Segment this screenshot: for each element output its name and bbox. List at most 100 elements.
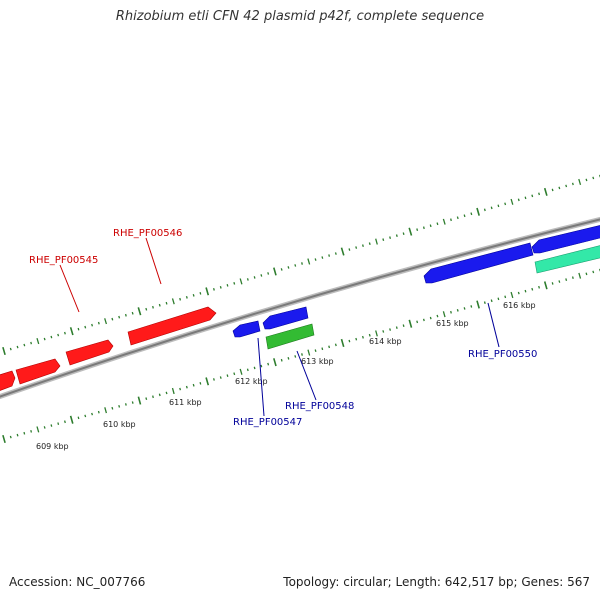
scale-tick <box>408 319 413 328</box>
gene-arrow[interactable] <box>127 306 217 346</box>
scale-tick <box>30 430 33 433</box>
scale-tick <box>422 226 425 230</box>
scale-tick <box>551 282 554 285</box>
scale-tick <box>571 182 574 186</box>
scale-tick <box>233 282 236 285</box>
scale-tick <box>368 333 371 337</box>
gene-label[interactable]: RHE_PF00545 <box>29 255 98 266</box>
scale-tick <box>490 206 493 210</box>
scale-tick <box>124 403 127 406</box>
gene-label[interactable]: RHE_PF00548 <box>285 401 354 412</box>
scale-tick <box>565 184 568 188</box>
scale-tick <box>355 246 358 249</box>
scale-labels: 609 kbp 610 kbp 611 kbp 612 kbp 613 kbp … <box>36 301 536 451</box>
scale-tick <box>368 242 371 245</box>
gene-label[interactable]: RHE_PF00547 <box>233 417 302 428</box>
gene-arrow[interactable] <box>15 358 61 385</box>
scale-tick <box>185 296 188 299</box>
scale-tick <box>246 368 249 372</box>
scale-tick <box>450 310 452 314</box>
scale-tick <box>408 227 413 236</box>
gene-arrow[interactable] <box>232 320 261 338</box>
leader-line <box>487 302 500 348</box>
gene-label[interactable]: RHE_PF00550 <box>468 349 537 360</box>
scale-tick <box>111 406 114 410</box>
scale-tick <box>280 358 283 362</box>
accession-text: Accession: NC_007766 <box>9 575 146 589</box>
scale-tick <box>287 357 290 360</box>
teal-gene-block[interactable] <box>534 245 600 274</box>
scale-tick <box>524 196 527 200</box>
scale-tick <box>212 288 215 291</box>
gene-arrow[interactable] <box>262 306 309 330</box>
lower-tick-row <box>2 268 600 444</box>
scale-tick <box>321 347 324 351</box>
gene-label[interactable]: RHE_PF00546 <box>113 228 182 239</box>
gene-arrow[interactable] <box>65 339 114 366</box>
scale-tick <box>158 393 161 397</box>
scale-tick <box>118 405 121 408</box>
scale-tick <box>382 330 385 333</box>
scale-tick <box>2 434 6 444</box>
scale-tick <box>531 194 534 198</box>
scale-tick <box>253 276 256 279</box>
scale-tick <box>442 218 446 225</box>
scale-tick <box>212 378 215 381</box>
scale-tick <box>436 222 439 226</box>
scale-tick <box>165 391 168 395</box>
scale-tick <box>145 397 148 400</box>
scale-tick <box>442 311 446 318</box>
scale-tick <box>571 276 574 279</box>
scale-tick <box>137 307 142 316</box>
scale-tick <box>84 414 87 418</box>
scale-tick <box>510 291 514 299</box>
scale-tick <box>205 287 210 296</box>
scale-tick <box>483 301 486 304</box>
scale-tick <box>592 176 595 180</box>
scale-tick <box>558 280 561 283</box>
scale-tick <box>124 313 127 317</box>
scale-tick <box>361 244 364 247</box>
scale-tick <box>348 248 351 251</box>
gene-label-group: RHE_PF00545 RHE_PF00546 RHE_PF00547 RHE_… <box>29 228 537 428</box>
green-gene-block[interactable] <box>265 323 315 350</box>
gene-arrow[interactable] <box>531 225 600 254</box>
scale-tick <box>483 208 486 212</box>
scale-tick <box>395 234 398 237</box>
scale-tick <box>314 349 317 352</box>
scale-tick <box>334 343 337 347</box>
scale-tick <box>77 327 80 331</box>
scale-tick <box>436 314 439 318</box>
scale-tick <box>490 299 493 303</box>
scale-tick <box>226 374 229 377</box>
scale-tick <box>592 270 595 274</box>
scale-tick <box>543 187 548 196</box>
leader-line <box>257 337 265 417</box>
scale-label: 613 kbp <box>301 357 334 366</box>
scale-tick <box>348 339 351 343</box>
scale-label: 609 kbp <box>36 442 69 451</box>
scale-tick <box>355 337 358 341</box>
scale-tick <box>301 353 303 356</box>
sequence-backbone-edge <box>0 218 600 398</box>
scale-tick <box>23 431 26 435</box>
scale-tick <box>497 297 500 301</box>
scale-tick <box>192 294 195 297</box>
scale-tick <box>253 366 256 370</box>
scale-tick <box>578 178 582 185</box>
forward-strand-genes <box>0 306 217 392</box>
upper-tick-row <box>2 174 600 356</box>
scale-tick <box>328 254 331 257</box>
scale-tick <box>104 318 108 325</box>
gene-arrow[interactable] <box>423 242 534 284</box>
scale-tick <box>152 305 154 309</box>
scale-tick <box>294 355 297 358</box>
scale-tick <box>9 435 12 439</box>
scale-tick <box>9 347 12 351</box>
scale-tick <box>233 372 236 376</box>
scale-tick <box>375 330 378 337</box>
gene-arrow[interactable] <box>0 370 16 392</box>
scale-tick <box>91 323 94 327</box>
scale-tick <box>118 315 121 319</box>
